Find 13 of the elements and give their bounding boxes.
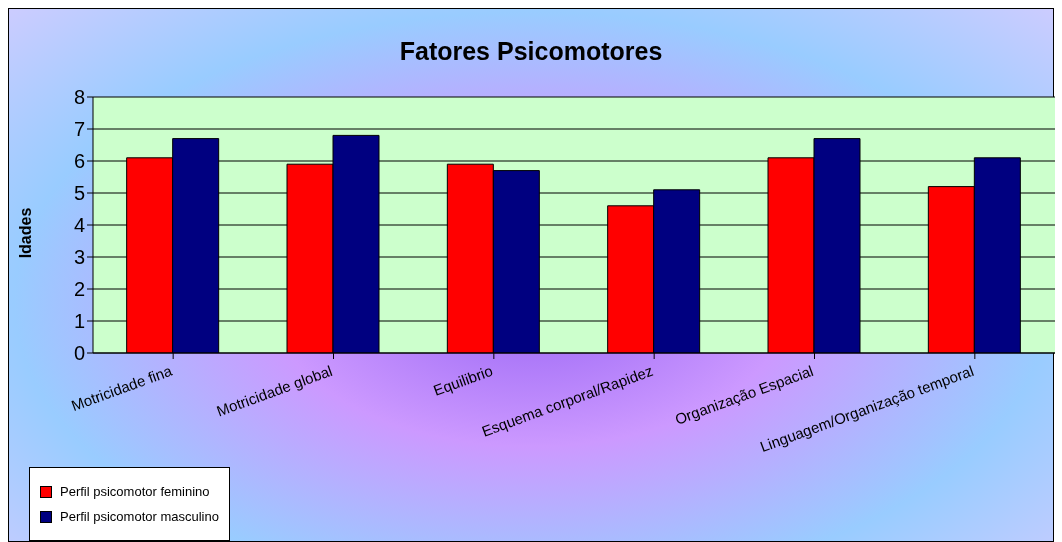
y-tick-label: 6 xyxy=(73,150,85,173)
legend-label: Perfil psicomotor masculino xyxy=(60,509,219,524)
y-axis-title: Idades xyxy=(17,207,35,259)
y-tick-label: 0 xyxy=(73,342,85,365)
y-tick-label: 3 xyxy=(73,246,85,269)
y-tick-label: 1 xyxy=(73,310,85,333)
y-tick-label: 4 xyxy=(73,214,85,237)
chart-title: Fatores Psicomotores xyxy=(398,37,664,66)
y-tick-label: 7 xyxy=(73,118,85,141)
y-tick-label: 8 xyxy=(73,86,85,109)
y-tick-label: 2 xyxy=(73,278,85,301)
y-tick-label: 5 xyxy=(73,182,85,205)
legend-label: Perfil psicomotor feminino xyxy=(60,484,210,499)
